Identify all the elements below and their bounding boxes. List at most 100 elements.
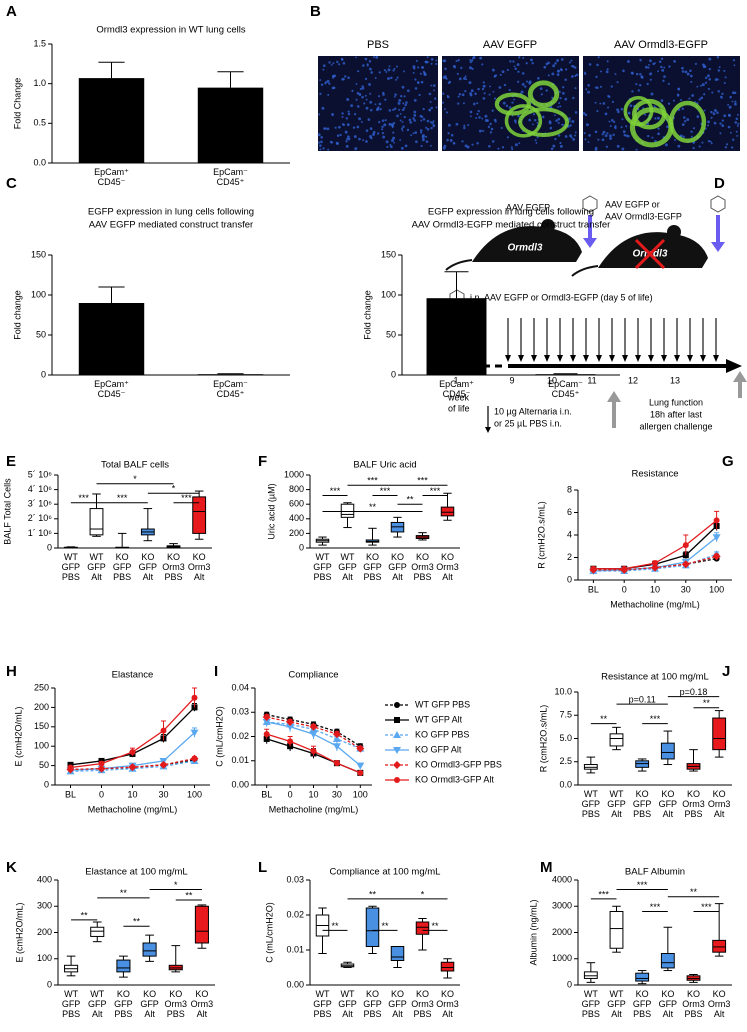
nucleus xyxy=(447,95,450,99)
nucleus xyxy=(359,93,361,96)
axis-label: of life xyxy=(448,403,470,413)
nucleus xyxy=(536,122,539,124)
diagram: D Ormdl3 AAV EGFP Ormdl3 AAV EGFP or AAV… xyxy=(445,175,747,433)
nucleus xyxy=(508,88,511,92)
nucleus xyxy=(707,87,710,90)
nucleus xyxy=(602,130,606,134)
y-tick-label: 800 xyxy=(289,484,304,494)
nucleus xyxy=(599,85,602,88)
nucleus xyxy=(562,86,565,89)
x-tick-label: WT GFP PBS xyxy=(62,989,81,1019)
significance-label: * xyxy=(172,484,176,494)
nucleus xyxy=(332,74,335,78)
significance-label: ** xyxy=(120,888,128,898)
nucleus xyxy=(698,98,701,101)
nucleus xyxy=(393,67,396,70)
x-tick-label: KO GFP PBS xyxy=(633,789,652,819)
marker xyxy=(98,760,105,767)
nucleus xyxy=(542,115,545,118)
nucleus xyxy=(729,95,732,99)
nucleus xyxy=(605,145,609,148)
nucleus xyxy=(383,123,387,127)
nucleus xyxy=(416,81,420,84)
nucleus xyxy=(432,84,436,87)
nucleus xyxy=(377,106,380,109)
panel-letter: A xyxy=(6,3,17,20)
nucleus xyxy=(446,138,449,142)
marker xyxy=(190,754,199,763)
nucleus xyxy=(431,121,434,125)
nucleus xyxy=(511,148,514,151)
chart-title: Compliance xyxy=(288,670,338,681)
nucleus xyxy=(584,113,588,117)
arrowhead xyxy=(687,355,693,362)
nucleus xyxy=(575,73,579,76)
panel-letter: L xyxy=(258,859,267,876)
nucleus xyxy=(356,105,360,108)
nucleus xyxy=(572,96,575,100)
nucleus xyxy=(692,141,695,144)
nucleus xyxy=(402,125,405,129)
nucleus xyxy=(404,144,408,148)
nucleus xyxy=(626,60,630,63)
nucleus xyxy=(686,118,690,122)
x-tick-label: 30 xyxy=(332,789,342,799)
x-tick-label: KO GFP Alt xyxy=(139,552,158,582)
nucleus xyxy=(408,118,412,122)
y-tick-label: 300 xyxy=(37,901,52,911)
nucleus xyxy=(502,101,506,105)
nucleus xyxy=(731,146,734,149)
nucleus xyxy=(564,78,567,81)
y-tick-label: 150 xyxy=(31,249,46,259)
micrographs xyxy=(317,55,740,151)
nucleus xyxy=(464,89,467,93)
nucleus xyxy=(403,106,406,109)
nucleus xyxy=(683,120,687,123)
nucleus xyxy=(559,97,562,100)
chart-subtitle: AAV EGFP mediated construct transfer xyxy=(89,220,253,231)
significance-label: *** xyxy=(330,486,341,496)
nucleus xyxy=(661,68,665,72)
nucleus xyxy=(329,140,333,144)
nucleus xyxy=(435,59,438,62)
nucleus xyxy=(489,131,493,134)
marker xyxy=(332,734,341,742)
nucleus xyxy=(635,83,638,86)
nucleus xyxy=(716,111,719,114)
y-tick-label: 2 xyxy=(567,552,572,562)
y-tick-label: 4000 xyxy=(552,874,572,884)
nucleus xyxy=(727,103,730,106)
nucleus xyxy=(376,108,379,112)
arrowhead xyxy=(661,355,667,362)
legend-label: WT GFP PBS xyxy=(415,699,470,709)
legend-label: KO Ormdl3-GFP Alt xyxy=(415,774,494,784)
nucleus xyxy=(347,112,351,116)
significance-label: ** xyxy=(331,921,339,931)
nucleus xyxy=(345,117,348,120)
nucleus xyxy=(640,76,644,79)
y-tick-label: 0.02 xyxy=(286,909,304,919)
nucleus xyxy=(554,62,557,65)
x-tick-label: KO Orm3 Alt xyxy=(708,989,731,1019)
nucleus xyxy=(657,132,660,136)
nucleus xyxy=(425,135,428,138)
y-tick-label: 0.04 xyxy=(231,682,249,692)
nucleus xyxy=(628,112,631,115)
nucleus xyxy=(341,112,344,115)
marker xyxy=(681,560,690,569)
significance-label: *** xyxy=(117,493,128,503)
nucleus xyxy=(528,80,532,84)
significance-label: ** xyxy=(600,714,608,724)
significance-label: *** xyxy=(367,476,378,486)
nucleus xyxy=(735,117,739,121)
nucleus xyxy=(660,57,664,61)
nucleus xyxy=(681,123,685,127)
nucleus xyxy=(471,57,474,60)
nucleus xyxy=(557,121,560,125)
challenge-text: 10 µg Alternaria i.n. xyxy=(494,406,572,416)
nucleus xyxy=(707,124,710,127)
nucleus xyxy=(387,68,391,72)
mouse-label: AAV EGFP xyxy=(506,202,550,212)
nucleus xyxy=(539,87,543,91)
nucleus xyxy=(723,81,726,85)
